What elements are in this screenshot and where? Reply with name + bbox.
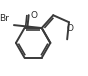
Text: O: O — [31, 11, 38, 20]
Text: Br: Br — [0, 14, 9, 23]
Text: O: O — [66, 24, 73, 33]
